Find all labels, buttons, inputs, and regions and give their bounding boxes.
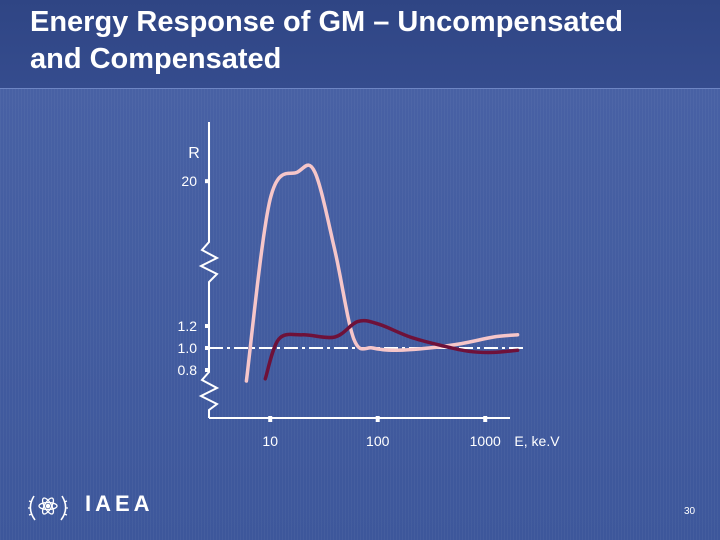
y-tick-label: 0.8 bbox=[178, 362, 198, 378]
atom-emblem-icon bbox=[28, 495, 68, 521]
x-tick-label: 100 bbox=[366, 433, 390, 449]
y-axis-line bbox=[198, 122, 220, 418]
chart-labels: 20 1.2 1.0 0.8 R 10 100 1000 E, ke.V bbox=[178, 145, 561, 449]
y-tick-mark bbox=[205, 346, 210, 350]
title-band bbox=[0, 0, 720, 89]
y-tick-mark bbox=[205, 368, 210, 372]
compensated-series-line bbox=[263, 318, 520, 381]
x-tick-mark bbox=[268, 416, 273, 422]
x-tick-label: 10 bbox=[262, 433, 278, 449]
y-tick-label: 20 bbox=[181, 173, 197, 189]
y-axis-label: R bbox=[188, 145, 200, 162]
slide-title-line-1: Energy Response of GM – Uncompensated bbox=[30, 6, 624, 38]
x-tick-label: 1000 bbox=[470, 433, 501, 449]
slide-title: Energy Response of GM – Uncompensated an… bbox=[30, 4, 710, 78]
y-tick-label: 1.2 bbox=[178, 318, 198, 334]
y-tick-mark bbox=[205, 179, 210, 184]
uncompensated-series-line bbox=[244, 163, 520, 383]
y-tick-mark bbox=[205, 324, 210, 328]
chart-axes bbox=[198, 122, 510, 422]
iaea-logo-text: IAEA bbox=[85, 491, 154, 516]
x-tick-mark bbox=[483, 416, 488, 422]
slide-title-line-2: and Compensated bbox=[30, 43, 282, 75]
x-tick-mark bbox=[375, 416, 380, 422]
y-tick-label: 1.0 bbox=[178, 340, 198, 356]
iaea-logo bbox=[28, 495, 68, 521]
chart-series-layer bbox=[209, 163, 524, 383]
x-axis-label: E, ke.V bbox=[514, 433, 560, 449]
page-number: 30 bbox=[684, 506, 696, 517]
